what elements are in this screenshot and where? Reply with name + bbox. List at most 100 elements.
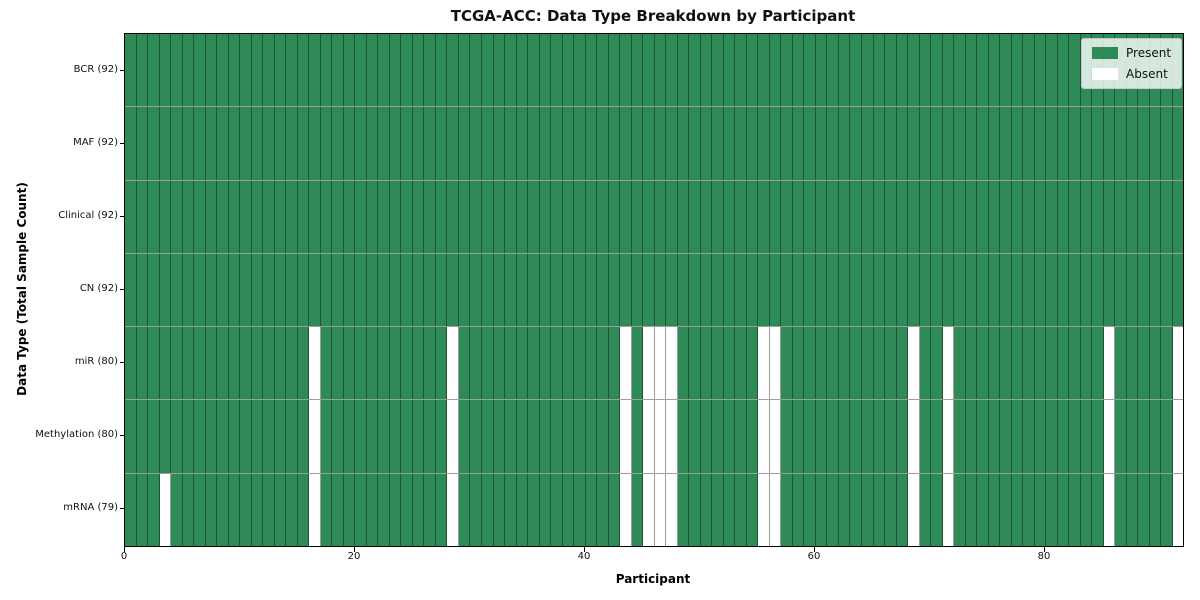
heatmap-cell-present [735,253,747,327]
heatmap-cell-present [1057,327,1070,400]
heatmap-cell-present [1149,400,1162,473]
heatmap-cell-present [965,473,978,546]
heatmap-cell-present [620,253,632,327]
heatmap-cell-present [574,253,586,327]
heatmap-cell-present [735,180,747,253]
heatmap-cell-present [1138,473,1150,546]
heatmap-cell-present [182,327,195,400]
heatmap-cell-present [1161,107,1173,180]
heatmap-cell-absent [1103,327,1116,400]
heatmap-cell-present [412,107,425,180]
heatmap-cell-present [873,107,886,180]
heatmap-cell-present [1080,400,1093,473]
heatmap-cell-present [827,400,839,473]
heatmap-cell-present [885,34,897,107]
heatmap-cell-present [896,327,909,400]
heatmap-cell-present [862,327,874,400]
heatmap-cell-present [539,473,552,546]
heatmap-cell-present [723,400,736,473]
heatmap-row [125,473,1184,546]
heatmap-cell-present [194,253,206,327]
heatmap-cell-present [562,34,575,107]
y-tick-mark [120,508,125,510]
heatmap-cell-present [643,253,655,327]
heatmap-cell-absent [309,400,321,473]
heatmap-cell-present [965,400,978,473]
legend-entry: Present [1092,46,1171,60]
x-tick-mark [124,546,125,552]
heatmap-cell-present [171,34,183,107]
heatmap-cell-present [850,180,862,253]
heatmap-cell-present [412,34,425,107]
heatmap-cell-present [240,473,252,546]
heatmap-cell-present [516,327,529,400]
heatmap-cell-present [862,34,874,107]
heatmap-cell-present [608,327,621,400]
heatmap-cell-present [689,400,701,473]
heatmap-cell-present [1000,473,1012,546]
heatmap-cell-present [838,34,851,107]
x-tick-label: 80 [1037,551,1051,562]
heatmap-cell-present [574,34,586,107]
heatmap-cell-present [1057,180,1070,253]
heatmap-cell-present [309,34,321,107]
heatmap-cell-present [1034,327,1047,400]
heatmap-cell-present [954,107,966,180]
heatmap-cell-present [148,327,160,400]
heatmap-cell-present [505,107,517,180]
heatmap-cell-present [412,473,425,546]
heatmap-cell-present [1011,473,1024,546]
heatmap-cell-present [297,473,310,546]
y-tick-label: Methylation (80) [35,429,118,441]
heatmap-cell-present [505,327,517,400]
heatmap-cell-present [251,180,264,253]
heatmap-cell-present [1023,473,1035,546]
heatmap-cell-present [758,253,770,327]
heatmap-cell-present [274,473,287,546]
heatmap-cell-present [1080,253,1093,327]
heatmap-cell-present [585,327,598,400]
heatmap-cell-present [700,34,713,107]
heatmap-cell-present [896,253,909,327]
heatmap-cell-present [240,327,252,400]
heatmap-cell-present [597,180,609,253]
heatmap-cell-present [838,473,851,546]
heatmap-cell-present [804,253,816,327]
heatmap-cell-present [551,253,563,327]
heatmap-cell-present [389,34,402,107]
heatmap-cell-present [931,180,943,253]
heatmap-cell-present [850,107,862,180]
heatmap-cell-present [412,253,425,327]
heatmap-cell-present [608,473,621,546]
heatmap-cell-present [251,473,264,546]
heatmap-cell-absent [620,400,632,473]
heatmap-cell-present [965,107,978,180]
y-tick-mark [120,69,125,71]
heatmap-cell-present [1011,400,1024,473]
heatmap-cell-present [827,327,839,400]
legend-label: Absent [1126,67,1168,81]
heatmap-cell-present [217,253,229,327]
heatmap-cell-present [505,473,517,546]
heatmap-cell-present [838,180,851,253]
heatmap-cell-present [217,180,229,253]
y-axis-tick-labels: BCR (92) MAF (92) Clinical (92) CN (92) miR … [0,0,125,600]
heatmap-cell-present [435,400,448,473]
heatmap-cell-present [136,400,149,473]
heatmap-cell-present [977,400,989,473]
heatmap-cell-present [862,180,874,253]
heatmap-cell-present [792,473,805,546]
heatmap-cell-present [746,34,759,107]
heatmap-cell-present [1034,34,1047,107]
heatmap-cell-present [712,473,724,546]
heatmap-cell-present [988,34,1001,107]
heatmap-cell-present [286,327,298,400]
heatmap-cell-present [136,253,149,327]
heatmap-cell-present [585,180,598,253]
heatmap-cell-present [597,473,609,546]
heatmap-cell-present [516,107,529,180]
x-tick-label: 40 [577,551,591,562]
heatmap-cell-present [585,400,598,473]
heatmap-cell-present [666,180,678,253]
heatmap-cell-present [297,400,310,473]
